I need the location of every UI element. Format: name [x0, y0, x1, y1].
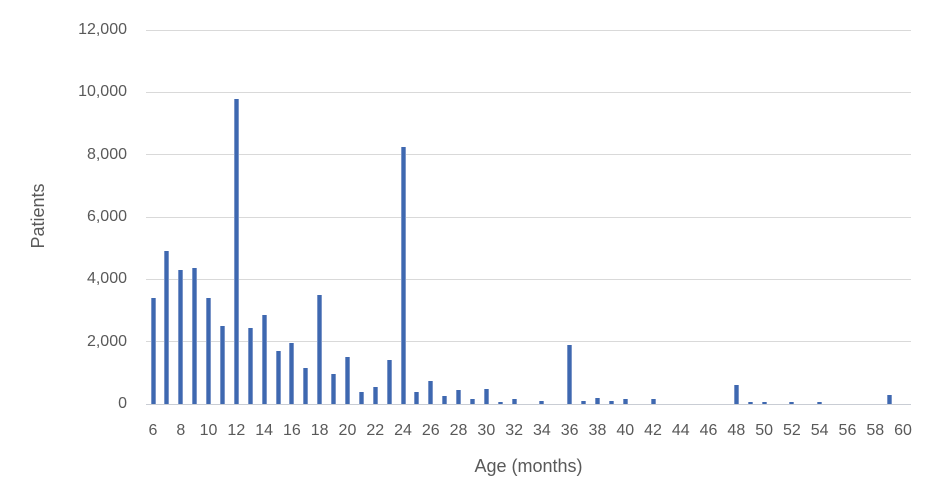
bar-month-22 [372, 386, 378, 404]
bar-month-23 [386, 360, 392, 404]
bar-month-42 [650, 399, 656, 404]
x-tick-label: 56 [838, 422, 857, 439]
bar-month-32 [511, 399, 517, 404]
bar-month-11 [219, 326, 225, 404]
x-tick-label: 48 [727, 422, 746, 439]
x-tick-label: 52 [782, 422, 801, 439]
bar-month-39 [608, 400, 614, 404]
x-tick-label: 36 [560, 422, 579, 439]
bar-month-49 [747, 401, 753, 404]
bar-month-48 [733, 384, 739, 404]
x-tick-label: 8 [176, 422, 186, 439]
gridline [146, 341, 911, 343]
bar-month-8 [178, 269, 184, 404]
x-tick-label: 40 [616, 422, 635, 439]
plot-area [146, 29, 911, 405]
x-tick-label: 46 [699, 422, 718, 439]
x-tick-label: 16 [282, 422, 301, 439]
bar-month-50 [761, 401, 767, 404]
bar-month-29 [469, 399, 475, 404]
x-tick-label: 24 [394, 422, 412, 439]
x-tick-label: 26 [421, 422, 440, 439]
bar-month-19 [331, 374, 337, 404]
x-tick-label: 42 [644, 422, 662, 439]
y-tick-label: 0 [118, 395, 127, 412]
bar-month-38 [594, 398, 600, 404]
bar-month-24 [400, 146, 406, 404]
bar-month-14 [261, 315, 267, 404]
x-axis-tick-labels: 6 8 10 12 14 16 18 20 22 24 26 28 30 32 34 36 38 40 42 44 46… [146, 420, 912, 444]
gridline [146, 154, 911, 156]
bar-month-37 [581, 400, 587, 404]
bar-month-36 [567, 344, 573, 404]
x-tick-label: 12 [227, 422, 246, 439]
x-tick-label: 22 [366, 422, 385, 439]
bar-month-15 [275, 351, 281, 404]
gridline [146, 91, 911, 93]
x-tick-label: 54 [810, 422, 829, 439]
x-tick-label: 58 [866, 422, 885, 439]
bar-month-27 [442, 396, 448, 404]
bar-month-17 [303, 368, 309, 404]
bar-month-30 [483, 389, 489, 404]
bar-month-54 [817, 401, 823, 404]
x-tick-label: 44 [671, 422, 690, 439]
bar-month-10 [206, 298, 212, 404]
x-axis-line [146, 404, 911, 405]
x-axis-title: Age (months) [474, 456, 583, 476]
bar-month-12 [233, 98, 239, 404]
y-tick-label: 2,000 [86, 332, 127, 350]
x-tick-label: 10 [199, 422, 218, 439]
bar-month-40 [622, 399, 628, 404]
x-tick-label: 20 [338, 422, 357, 439]
x-tick-label: 60 [894, 422, 912, 439]
y-tick-label: 6,000 [86, 208, 127, 225]
y-tick-label: 4,000 [86, 270, 127, 288]
x-tick-label: 6 [148, 422, 158, 439]
y-axis-tick-labels: 0 2,000 4,000 6,000 8,000 10,000 12,000 [0, 0, 127, 420]
y-tick-label: 10,000 [78, 83, 127, 101]
bar-month-59 [886, 394, 892, 404]
gridline [146, 216, 911, 218]
x-tick-label: 18 [310, 422, 329, 439]
bar-month-6 [150, 298, 156, 404]
gridline [146, 29, 911, 31]
bar-month-20 [344, 357, 350, 404]
bar-month-25 [414, 391, 420, 404]
bar-month-13 [247, 327, 253, 404]
x-tick-label: 32 [505, 422, 524, 439]
x-tick-label: 14 [255, 422, 274, 439]
x-tick-label: 30 [477, 422, 496, 439]
y-tick-label: 8,000 [86, 145, 127, 163]
bar-month-7 [164, 251, 170, 404]
bar-month-18 [317, 294, 323, 404]
bar-month-21 [358, 391, 364, 404]
x-tick-label: 34 [532, 422, 551, 439]
bar-month-26 [428, 380, 434, 404]
gridline [146, 278, 911, 280]
bar-month-34 [539, 400, 545, 404]
bar-month-16 [289, 343, 295, 404]
x-tick-label: 50 [755, 422, 774, 439]
bar-month-31 [497, 401, 503, 404]
bar-month-52 [789, 401, 795, 404]
y-tick-label: 12,000 [78, 21, 127, 38]
bar-month-28 [456, 389, 462, 404]
x-tick-label: 38 [588, 422, 607, 439]
x-tick-label: 28 [449, 422, 468, 439]
bar-month-9 [192, 268, 198, 404]
